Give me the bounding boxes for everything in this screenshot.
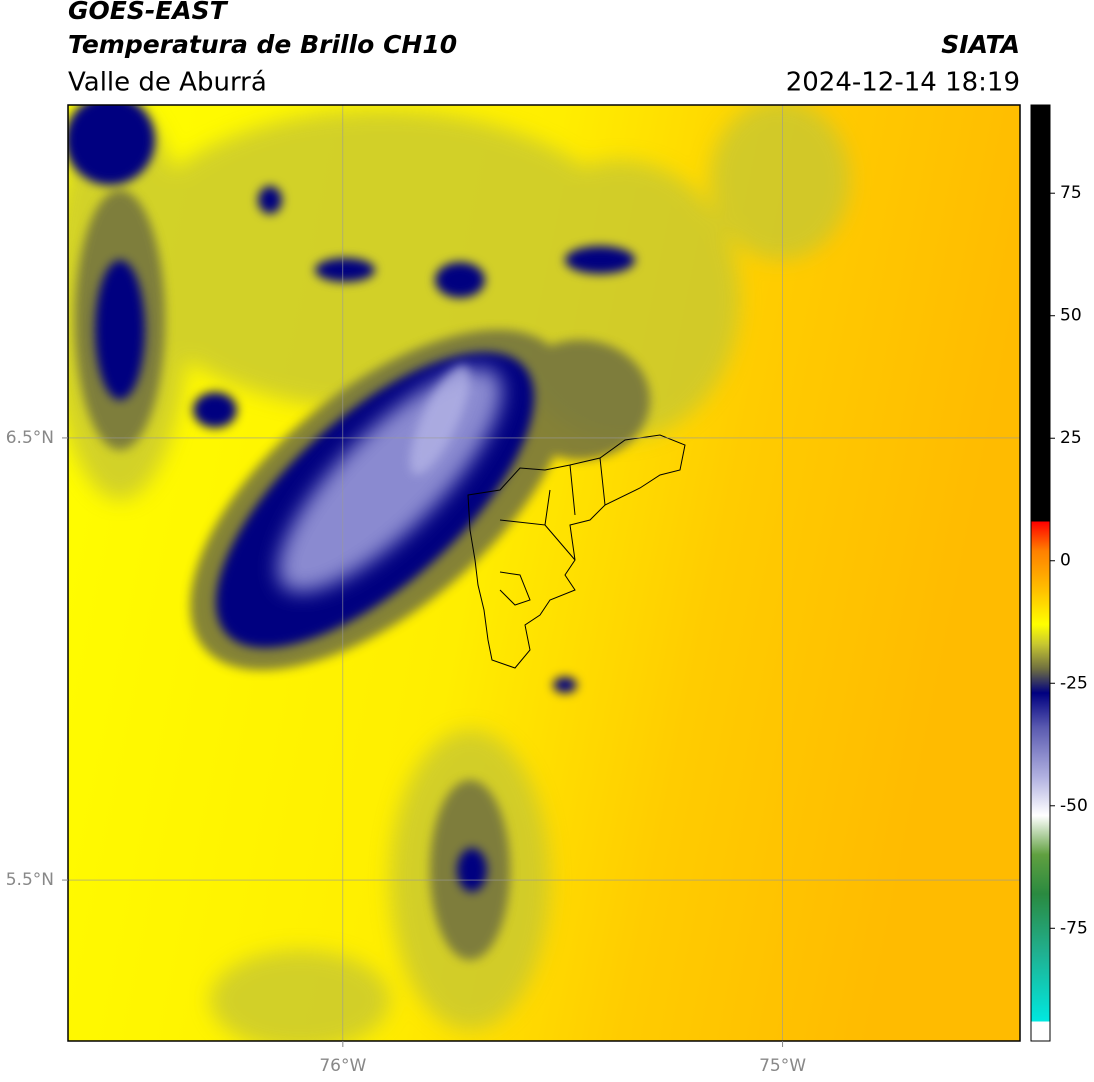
colorbar-tick-label: 25 bbox=[1060, 428, 1082, 448]
lat-label: 6.5°N bbox=[6, 428, 54, 448]
source: SIATA bbox=[941, 30, 1020, 59]
product: Temperatura de Brillo CH10 bbox=[68, 30, 457, 59]
colorbar bbox=[1030, 104, 1051, 1042]
colorbar-tick-label: -75 bbox=[1060, 918, 1088, 938]
colorbar-tick-label: 50 bbox=[1060, 306, 1082, 326]
lat-label: 5.5°N bbox=[6, 870, 54, 890]
lon-label: 75°W bbox=[759, 1056, 806, 1076]
colorbar-tick-label: -25 bbox=[1060, 673, 1088, 693]
colorbar-tick-label: 0 bbox=[1060, 551, 1071, 571]
colorbar-tick-label: 75 bbox=[1060, 183, 1082, 203]
map-frame bbox=[67, 104, 1021, 1042]
municipality-outline bbox=[467, 434, 686, 669]
satellite: GOES-EAST bbox=[68, 0, 229, 25]
colorbar-tick-label: -50 bbox=[1060, 796, 1088, 816]
graticule bbox=[68, 105, 1020, 1041]
region: Valle de Aburrá bbox=[68, 68, 267, 98]
lon-label: 76°W bbox=[319, 1056, 366, 1076]
datetime: 2024-12-14 18:19 bbox=[786, 68, 1020, 98]
satellite-image bbox=[68, 105, 1020, 1041]
